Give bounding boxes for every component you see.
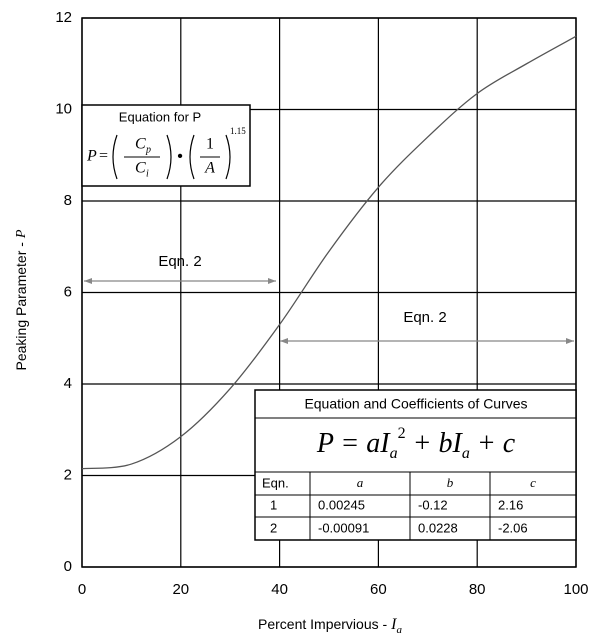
table-cell: -0.00091 bbox=[318, 520, 369, 535]
formula-part: P bbox=[86, 148, 97, 165]
table-formula: P = aIa2 + bIa + c bbox=[316, 425, 516, 462]
table-cell: 2 bbox=[270, 520, 277, 535]
x-tick-label: 0 bbox=[78, 581, 86, 598]
table-cell: -0.12 bbox=[418, 497, 448, 512]
formula-part: 1 bbox=[206, 136, 214, 153]
y-tick-label: 8 bbox=[64, 192, 72, 209]
x-axis-label: Percent Impervious - Ia bbox=[258, 616, 403, 636]
formula-part: C bbox=[135, 160, 146, 177]
table-cell: 0.00245 bbox=[318, 497, 365, 512]
table-header: a bbox=[357, 475, 364, 490]
arrow bbox=[280, 338, 574, 344]
x-tick-label: 80 bbox=[469, 581, 486, 598]
x-axis-label-var: I bbox=[390, 616, 397, 633]
equation-box: Equation for P P = C p C i • 1 A 1.15 bbox=[81, 104, 251, 187]
formula-part: 1.15 bbox=[230, 126, 246, 136]
formula-part: a bbox=[390, 445, 398, 462]
x-tick-label: 100 bbox=[563, 581, 588, 598]
table-cell: 2.16 bbox=[498, 497, 523, 512]
table-cell: -2.06 bbox=[498, 520, 528, 535]
y-axis-label: Peaking Parameter - P bbox=[13, 229, 30, 370]
arrow bbox=[84, 278, 276, 284]
x-tick-label: 60 bbox=[370, 581, 387, 598]
y-tick-label: 0 bbox=[64, 558, 72, 575]
table-title: Equation and Coefficients of Curves bbox=[304, 396, 527, 412]
table-header: b bbox=[447, 475, 454, 490]
table-cell: 1 bbox=[270, 497, 277, 512]
line bbox=[81, 35, 577, 470]
plot-frame bbox=[81, 17, 577, 568]
table-cell: 0.0228 bbox=[418, 520, 458, 535]
curve-group bbox=[81, 35, 577, 470]
y-axis-label-var: P bbox=[14, 229, 29, 239]
annotation: Eqn. 2 bbox=[403, 309, 446, 326]
formula-part: • bbox=[177, 148, 183, 165]
x-tick-label: 20 bbox=[172, 581, 189, 598]
formula-part: C bbox=[135, 136, 146, 153]
x-axis-label-text: Percent Impervious - bbox=[258, 616, 387, 632]
y-tick-label: 2 bbox=[64, 466, 72, 483]
formula-part: = bbox=[99, 148, 108, 165]
coefficients-table: Equation and Coefficients of Curves P = … bbox=[254, 389, 577, 541]
table-header: Eqn. bbox=[262, 475, 289, 490]
formula-part: 2 bbox=[398, 425, 406, 442]
annotation: Eqn. 2 bbox=[158, 253, 201, 270]
formula-part: A bbox=[204, 160, 215, 177]
formula-part: + bI bbox=[406, 428, 464, 459]
formula-part: a bbox=[462, 445, 470, 462]
box-title: Equation for P bbox=[119, 109, 201, 124]
y-tick-label: 6 bbox=[64, 283, 72, 300]
table-header: c bbox=[530, 475, 536, 490]
formula-part: i bbox=[146, 168, 149, 179]
x-tick-label: 40 bbox=[271, 581, 288, 598]
formula-part: P = aI bbox=[316, 428, 391, 459]
y-tick-label: 12 bbox=[55, 9, 72, 26]
x-axis-label-sub: a bbox=[397, 624, 403, 636]
formula-part: p bbox=[145, 144, 151, 155]
y-tick-label: 10 bbox=[55, 100, 72, 117]
formula-part: + c bbox=[470, 428, 516, 459]
y-axis-label-text: Peaking Parameter - bbox=[13, 242, 29, 371]
y-tick-label: 4 bbox=[64, 375, 72, 392]
